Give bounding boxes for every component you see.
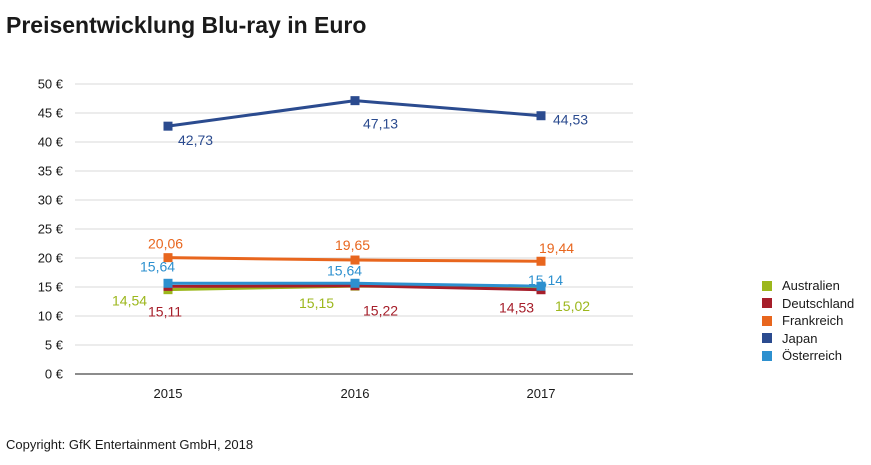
data-label: 15,15 — [299, 295, 334, 311]
x-tick-label: 2017 — [527, 386, 556, 401]
data-point-österreich — [536, 281, 546, 291]
y-tick-label: 30 € — [38, 193, 64, 208]
legend-swatch — [762, 350, 772, 361]
y-tick-label: 50 € — [38, 77, 64, 92]
data-point-österreich — [163, 278, 173, 288]
legend-swatch — [762, 315, 772, 326]
data-point-frankreich — [536, 256, 546, 266]
legend-item: Deutschland — [762, 295, 854, 313]
data-point-japan — [163, 121, 173, 131]
data-point-japan — [536, 111, 546, 121]
legend-label: Japan — [782, 330, 818, 346]
data-point-österreich — [350, 278, 360, 288]
legend-label: Deutschland — [782, 295, 855, 311]
data-label: 14,53 — [499, 300, 534, 316]
y-tick-label: 35 € — [38, 164, 64, 179]
legend-label: Australien — [782, 278, 840, 294]
data-label: 15,14 — [528, 272, 563, 288]
legend-label: Frankreich — [782, 313, 844, 329]
x-tick-label: 2016 — [341, 386, 370, 401]
legend-swatch — [762, 280, 772, 291]
chart-title: Preisentwicklung Blu-ray in Euro — [6, 12, 367, 38]
data-label: 15,11 — [148, 303, 182, 319]
data-label: 15,22 — [363, 303, 398, 319]
legend: Australien Deutschland Frankreich Japan Öste… — [762, 277, 854, 365]
data-label: 15,02 — [555, 298, 590, 314]
data-label: 19,65 — [335, 237, 370, 253]
data-label: 20,06 — [148, 236, 183, 252]
x-tick-label: 2015 — [154, 386, 183, 401]
data-label: 47,13 — [363, 116, 398, 132]
legend-item: Frankreich — [762, 312, 854, 330]
y-tick-label: 5 € — [45, 338, 64, 353]
data-label: 42,73 — [178, 132, 213, 148]
axes: 0 € 5 € 10 € 15 € 20 € 25 € 30 € 35 € 40 € 45 € 50… — [38, 77, 633, 401]
data-label: 44,53 — [553, 112, 588, 128]
copyright-note: Copyright: GfK Entertainment GmbH, 2018 — [6, 437, 254, 452]
legend-item: Australien — [762, 277, 854, 295]
legend-item: Österreich — [762, 347, 854, 365]
data-point-frankreich — [350, 255, 360, 265]
series-lines — [163, 96, 546, 295]
y-tick-label: 45 € — [38, 106, 64, 121]
data-point-frankreich — [163, 253, 173, 263]
legend-item: Japan — [762, 330, 854, 348]
y-tick-label: 20 € — [38, 251, 64, 266]
legend-swatch — [762, 298, 772, 309]
y-tick-label: 15 € — [38, 280, 64, 295]
y-tick-label: 10 € — [38, 309, 64, 324]
data-label: 19,44 — [539, 240, 574, 256]
data-labels: 14,54 15,15 15,02 15,11 15,22 14,53 20,06 19,65… — [112, 112, 590, 320]
data-label: 15,64 — [327, 262, 362, 278]
y-tick-label: 40 € — [38, 135, 64, 150]
y-tick-label: 0 € — [45, 367, 64, 382]
y-tick-label: 25 € — [38, 222, 64, 237]
data-label: 14,54 — [112, 293, 147, 309]
data-label: 15,64 — [140, 258, 175, 274]
legend-label: Österreich — [782, 348, 842, 364]
data-point-japan — [350, 96, 360, 106]
legend-swatch — [762, 333, 772, 344]
